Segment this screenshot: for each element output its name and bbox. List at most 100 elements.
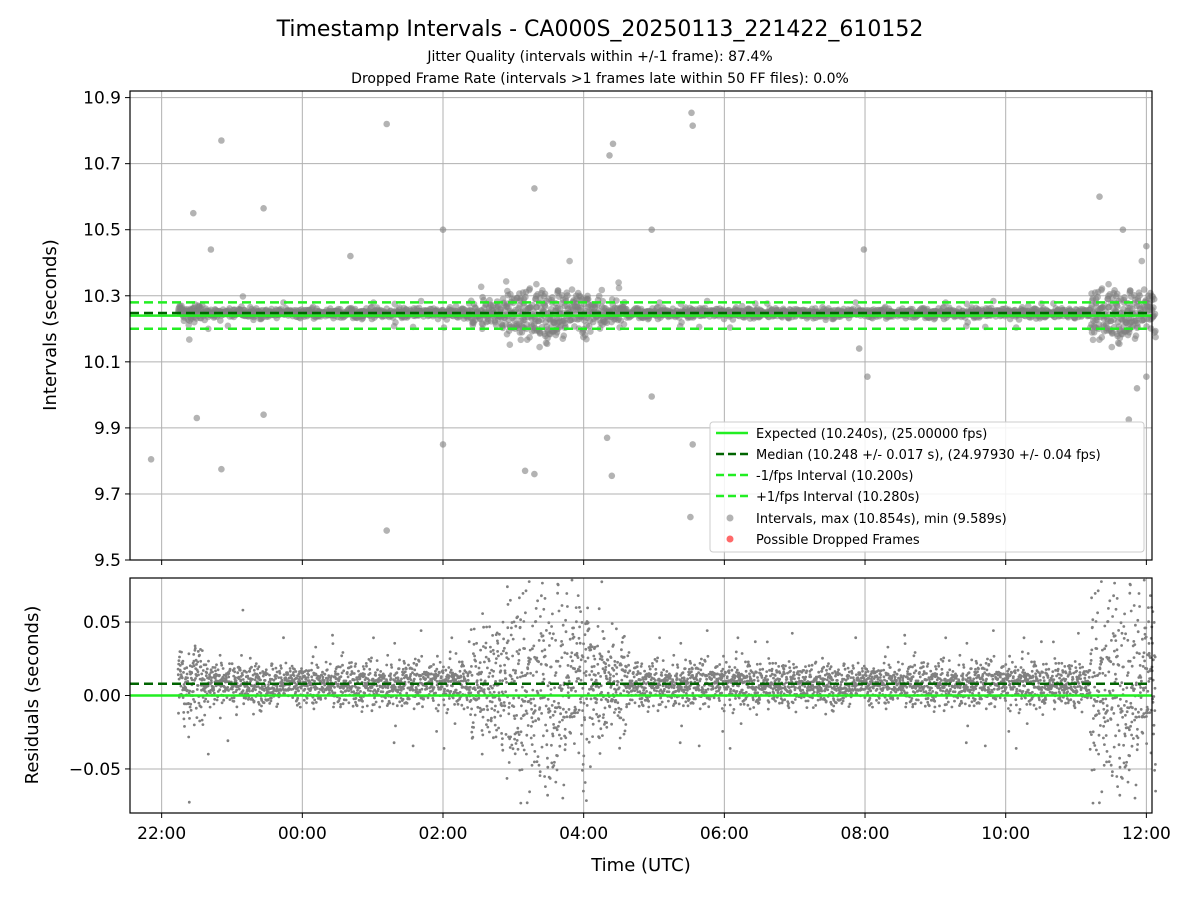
residual-point (296, 696, 300, 700)
residual-point (518, 625, 522, 629)
residual-point (543, 775, 546, 778)
residual-point (580, 621, 584, 624)
residual-point (518, 648, 521, 652)
residual-point (505, 651, 508, 655)
residual-point (536, 599, 539, 603)
residual-point (284, 661, 288, 665)
residual-point (392, 741, 396, 745)
residual-point (496, 710, 500, 714)
residual-point (475, 679, 479, 682)
residual-point (276, 702, 280, 706)
residual-point (491, 674, 495, 678)
residual-point (529, 657, 532, 661)
residual-point (501, 620, 505, 624)
residual-point (220, 663, 224, 667)
residual-point (496, 639, 499, 643)
interval-point (507, 290, 514, 298)
residual-point (238, 668, 242, 672)
residual-point (232, 696, 236, 700)
residual-point (218, 716, 222, 720)
residual-point (429, 665, 433, 668)
residual-point (405, 701, 409, 705)
residual-point (349, 665, 353, 669)
interval-point (554, 287, 562, 295)
residual-point (525, 752, 528, 756)
residual-point (527, 580, 531, 583)
residual-point (254, 688, 257, 692)
legend-label-intervals: Intervals, max (10.854s), min (9.589s) (756, 512, 1007, 527)
residual-point (590, 678, 593, 681)
residual-point (207, 659, 210, 663)
residual-point (470, 665, 473, 668)
residual-point (454, 652, 458, 655)
residual-point (180, 650, 183, 654)
residual-point (462, 672, 465, 676)
residual-point (572, 686, 575, 690)
top-y-tick-label: 10.3 (83, 287, 121, 307)
interval-point (1108, 343, 1116, 351)
residual-point (578, 665, 582, 669)
residual-point (640, 662, 644, 666)
residual-point (563, 727, 567, 731)
residual-point (481, 715, 485, 719)
residual-point (513, 717, 517, 720)
residual-point (478, 661, 482, 664)
residual-point (539, 632, 543, 635)
residual-point (601, 667, 605, 671)
residual-point (187, 652, 191, 656)
residual-point (560, 687, 564, 691)
residual-point (180, 676, 184, 680)
residual-point (625, 703, 629, 706)
residual-point (476, 683, 479, 687)
residual-point (474, 659, 477, 663)
residual-point (400, 677, 403, 681)
residual-point (182, 711, 186, 714)
residual-point (486, 666, 489, 670)
residual-point (581, 655, 585, 659)
residual-point (520, 671, 524, 674)
residual-point (376, 687, 380, 691)
residual-point (487, 659, 491, 663)
residual-point (627, 651, 631, 654)
residual-point (575, 620, 578, 624)
residual-point (336, 672, 340, 676)
residual-point (598, 752, 602, 755)
residual-point (639, 678, 642, 682)
residual-point (585, 704, 589, 707)
residual-point (572, 715, 576, 718)
residual-point (508, 701, 511, 705)
residual-point (582, 754, 586, 758)
residual-point (443, 687, 446, 691)
residual-point (602, 713, 605, 716)
residual-point (618, 710, 621, 714)
residual-point (639, 665, 643, 668)
residual-point (241, 608, 245, 612)
residual-point (501, 737, 504, 740)
residual-point (330, 674, 333, 678)
residual-point (556, 591, 559, 595)
residual-point (222, 698, 226, 702)
residual-point (505, 681, 508, 684)
residual-point (275, 705, 279, 708)
residual-point (554, 671, 558, 675)
residual-point (579, 678, 583, 682)
residual-point (542, 607, 546, 611)
residual-point (503, 704, 507, 708)
interval-outlier-point (218, 465, 225, 473)
residual-point (548, 777, 552, 780)
residual-point (626, 654, 630, 658)
residual-point (479, 648, 482, 652)
residual-point (584, 674, 588, 677)
residual-point (497, 654, 500, 658)
residual-point (524, 709, 528, 713)
chart-subtitle-dropped: Dropped Frame Rate (intervals >1 frames … (351, 71, 849, 87)
residual-point (233, 670, 237, 674)
residual-point (314, 645, 318, 649)
residual-point (386, 653, 390, 657)
residual-point (590, 717, 594, 720)
interval-point (615, 279, 622, 286)
residual-point (489, 650, 493, 653)
residual-point (564, 743, 567, 746)
residual-point (538, 770, 542, 774)
residual-point (213, 697, 217, 701)
